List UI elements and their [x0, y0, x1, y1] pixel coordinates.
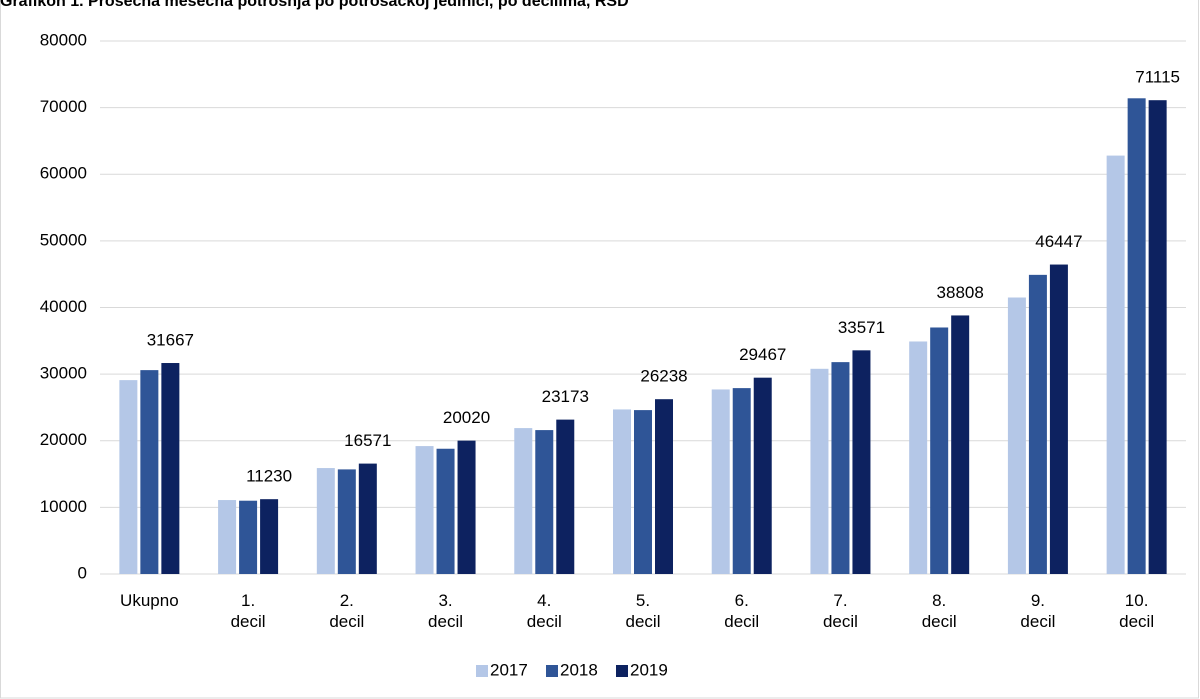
bar	[140, 370, 159, 574]
bar	[852, 350, 871, 574]
bar	[1049, 264, 1068, 574]
bar	[436, 448, 455, 574]
chart-title: Grafikon 1. Prosečna mesečna potrošnja p…	[0, 0, 629, 10]
y-tick-label: 10000	[40, 497, 87, 516]
legend-swatch	[616, 665, 628, 677]
data-label: 46447	[1035, 232, 1082, 251]
data-label: 38808	[937, 283, 984, 302]
bar	[260, 499, 279, 574]
legend-label: 2019	[630, 660, 668, 679]
x-tick-label: 8. decil	[921, 591, 957, 631]
x-tick-label: 10. decil	[1119, 591, 1155, 631]
x-tick-label: 2. decil	[329, 591, 365, 631]
legend-swatch	[546, 665, 558, 677]
y-tick-label: 80000	[40, 30, 87, 49]
bar	[634, 410, 652, 574]
y-tick-label: 70000	[40, 97, 87, 116]
bar	[810, 368, 829, 574]
bar	[1127, 98, 1146, 575]
legend-swatch	[476, 665, 488, 677]
bar	[556, 419, 575, 574]
bar	[457, 440, 476, 574]
bar	[831, 362, 850, 574]
x-tick-label: 6. decil	[724, 591, 760, 631]
bar	[655, 399, 673, 574]
y-tick-label: 0	[78, 563, 87, 582]
y-tick-label: 60000	[40, 164, 87, 183]
x-tick-label: Ukupno	[120, 591, 179, 610]
x-tick-label: 1. decil	[230, 591, 266, 631]
bar	[316, 468, 335, 574]
data-label: 26238	[640, 367, 687, 386]
data-label: 20020	[443, 408, 490, 427]
y-tick-label: 50000	[40, 230, 87, 249]
bar	[415, 446, 434, 574]
data-label: 31667	[147, 331, 194, 350]
x-tick-label: 3. decil	[428, 591, 464, 631]
legend-label: 2018	[560, 660, 598, 679]
data-label: 71115	[1135, 68, 1180, 87]
bar	[161, 363, 180, 574]
bar	[218, 500, 237, 574]
data-label: 11230	[246, 467, 292, 486]
bar	[239, 500, 258, 574]
data-label: 33571	[838, 318, 885, 337]
bar	[119, 380, 138, 574]
bar	[753, 377, 772, 574]
data-label: 29467	[739, 345, 786, 364]
bar	[1106, 155, 1125, 574]
data-label: 16571	[344, 431, 391, 450]
bar	[514, 428, 533, 574]
bar	[732, 388, 751, 574]
y-tick-label: 40000	[40, 297, 87, 316]
bar	[613, 409, 631, 574]
y-tick-label: 30000	[40, 364, 87, 383]
bar	[951, 315, 970, 574]
bar	[535, 430, 554, 574]
bar	[1148, 100, 1167, 574]
bar	[1028, 274, 1047, 574]
data-label: 23173	[542, 387, 589, 406]
bar	[337, 469, 356, 574]
x-tick-label: 4. decil	[526, 591, 562, 631]
x-tick-label: 9. decil	[1020, 591, 1056, 631]
bar	[358, 463, 377, 574]
bar	[1007, 297, 1026, 574]
bar	[711, 389, 730, 574]
bar	[930, 327, 949, 574]
x-tick-label: 5. decil	[625, 591, 661, 631]
bar	[909, 341, 928, 574]
legend-label: 2017	[490, 660, 528, 679]
y-tick-label: 20000	[40, 430, 87, 449]
x-tick-label: 7. decil	[822, 591, 858, 631]
